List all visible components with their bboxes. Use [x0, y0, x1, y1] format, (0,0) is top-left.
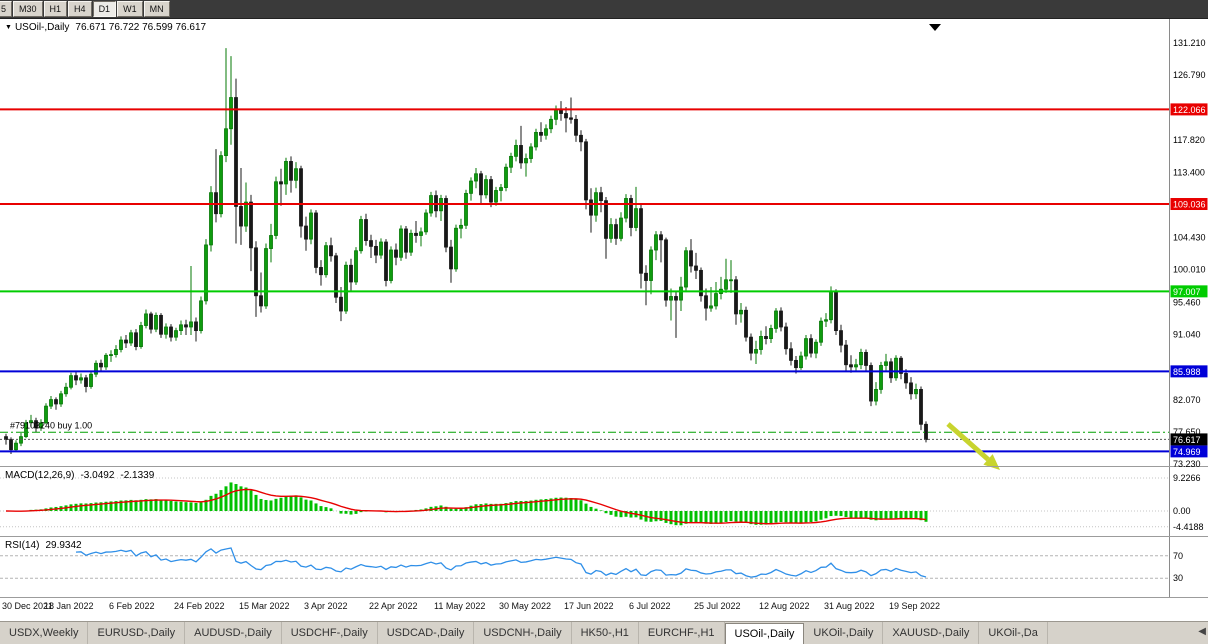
symbol-tabbar: USDX,Weekly EURUSD-,Daily AUDUSD-,Daily USD…	[0, 621, 1208, 644]
price-tick: 73.230	[1173, 459, 1201, 469]
price-tick: 100.010	[1173, 265, 1206, 275]
price-tick: 82.070	[1173, 395, 1201, 405]
chart-tab-hk50-h1[interactable]: HK50-,H1	[572, 622, 639, 644]
macd-histogram	[9, 482, 928, 526]
svg-text:9.2266: 9.2266	[1173, 473, 1201, 483]
svg-text:97.007: 97.007	[1173, 287, 1201, 297]
price-badge: 122.066	[1170, 103, 1208, 116]
scroll-to-end-icon[interactable]	[929, 24, 941, 31]
chart-tab-usoil-daily[interactable]: USOil-,Daily	[724, 623, 805, 644]
price-tick: 95.460	[1173, 298, 1201, 308]
price-tick: 91.040	[1173, 330, 1201, 340]
price-tick: 77.650	[1173, 427, 1201, 437]
svg-text:74.969: 74.969	[1173, 447, 1201, 457]
tab-scroll-left-icon[interactable]: ◀	[1198, 626, 1206, 637]
chart-tab-eurchf-h1[interactable]: EURCHF-,H1	[639, 622, 725, 644]
candlestick-series	[4, 48, 928, 455]
svg-text:109.036: 109.036	[1173, 200, 1206, 210]
chart-tab-usdcad-daily[interactable]: USDCAD-,Daily	[378, 622, 475, 644]
timeframe-button-h1[interactable]: H1	[43, 1, 68, 17]
svg-text:70: 70	[1173, 551, 1183, 561]
price-tick: 117.820	[1173, 135, 1205, 145]
price-tick: 113.400	[1173, 167, 1205, 177]
chart-tab-eurusd-daily[interactable]: EURUSD-,Daily	[88, 622, 186, 644]
price-badge: 85.988	[1170, 365, 1208, 378]
chart-tab-usdx-weekly[interactable]: USDX,Weekly	[0, 622, 89, 644]
chart-tab-audusd-daily[interactable]: AUDUSD-,Daily	[185, 622, 282, 644]
chart-tab-ukoil-daily[interactable]: UKOil-,Daily	[804, 622, 884, 644]
annotation-arrow[interactable]	[946, 422, 1000, 470]
svg-text:76.617: 76.617	[1173, 435, 1201, 445]
svg-text:30: 30	[1173, 573, 1183, 583]
price-badge: 109.036	[1170, 198, 1208, 211]
svg-text:-4.4188: -4.4188	[1173, 522, 1204, 532]
svg-text:85.988: 85.988	[1173, 367, 1201, 377]
order-label: #79103240 buy 1.00	[10, 420, 92, 430]
rsi-line	[75, 547, 927, 578]
price-tick: 131.210	[1173, 38, 1206, 48]
timeframe-button-h4[interactable]: H4	[68, 1, 92, 17]
timeframe-toolbar: 5 M30 H1 H4 D1 W1 MN	[0, 0, 1208, 19]
price-badge: 74.969	[1170, 445, 1208, 458]
price-tick: 104.430	[1173, 232, 1206, 242]
macd-signal-line	[5, 488, 927, 525]
svg-text:122.066: 122.066	[1173, 105, 1206, 115]
chart-tab-ukoil-da[interactable]: UKOil-,Da	[979, 622, 1048, 644]
timeframe-button-m30[interactable]: M30	[13, 1, 43, 17]
timeframe-button-5[interactable]: 5	[0, 1, 13, 17]
price-badge: 97.007	[1170, 285, 1208, 298]
chart-tab-usdchf-daily[interactable]: USDCHF-,Daily	[282, 622, 378, 644]
timeframe-button-w1[interactable]: W1	[117, 1, 143, 17]
timeframe-button-mn[interactable]: MN	[143, 1, 170, 17]
svg-text:0.00: 0.00	[1173, 506, 1191, 516]
price-tick: 126.790	[1173, 70, 1206, 80]
timeframe-button-d1[interactable]: D1	[92, 1, 117, 17]
chart-tab-usdcnh-daily[interactable]: USDCNH-,Daily	[474, 622, 572, 644]
price-badge: 76.617	[1170, 433, 1208, 446]
chart-tab-xauusd-daily[interactable]: XAUUSD-,Daily	[883, 622, 980, 644]
